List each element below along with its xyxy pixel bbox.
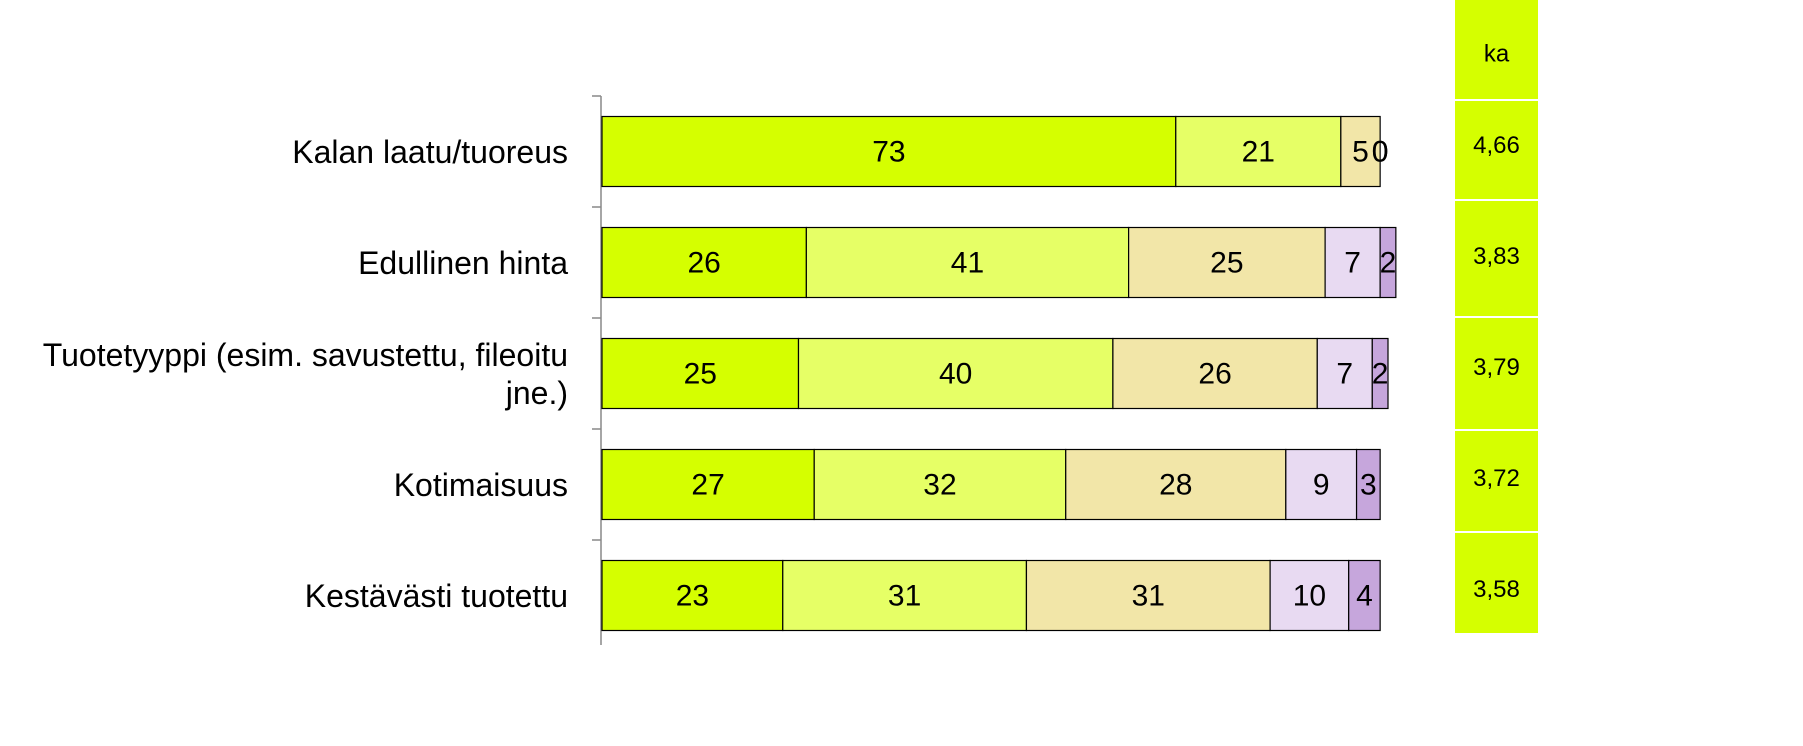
ka-value: 3,83 <box>1473 243 1520 270</box>
bar-segment <box>1285 448 1358 521</box>
data-label: 5 <box>1352 135 1369 168</box>
category-label: Tuotetyyppi (esim. savustettu, fileoitu … <box>42 336 568 411</box>
data-label: 26 <box>1198 357 1231 390</box>
data-label: 9 <box>1313 468 1330 501</box>
ka-value: 4,66 <box>1473 132 1520 159</box>
bar-segment <box>601 448 815 521</box>
category-label: Edullinen hinta <box>358 244 568 281</box>
category-label: Kotimaisuus <box>393 466 568 503</box>
data-label: 26 <box>687 246 720 279</box>
data-label: 7 <box>1336 357 1353 390</box>
data-label: 0 <box>1372 135 1389 168</box>
bar-segment <box>805 226 1130 299</box>
bar-segment <box>601 337 800 410</box>
bar-segment <box>1175 115 1342 188</box>
category-label: Kestävästi tuotettu <box>304 577 568 614</box>
bar-segment <box>813 448 1067 521</box>
data-label: 4 <box>1356 579 1373 612</box>
data-label: 40 <box>939 357 972 390</box>
bar-segment <box>782 559 1028 632</box>
bar-segment <box>1112 337 1318 410</box>
data-label: 25 <box>1210 246 1243 279</box>
data-label: 32 <box>923 468 956 501</box>
bar-segment <box>1340 115 1381 188</box>
bar-segment <box>1379 226 1397 299</box>
ka-value: 3,58 <box>1473 576 1520 603</box>
data-label: 27 <box>691 468 724 501</box>
bar-segment <box>1128 226 1326 299</box>
data-label: 2 <box>1372 357 1389 390</box>
data-label: 2 <box>1380 246 1397 279</box>
bar-segment <box>1324 226 1381 299</box>
ka-value: 3,79 <box>1473 354 1520 381</box>
data-label: 0 <box>1372 135 1389 168</box>
data-label: 21 <box>1242 135 1275 168</box>
bar-segment <box>797 337 1114 410</box>
data-label: 41 <box>951 246 984 279</box>
data-label: 31 <box>1132 579 1165 612</box>
data-label: 25 <box>684 357 717 390</box>
data-label: 10 <box>1293 579 1326 612</box>
bar-segment <box>1065 448 1287 521</box>
bar-segment <box>1371 337 1389 410</box>
bar-segment <box>1348 559 1381 632</box>
data-label: 3 <box>1360 468 1377 501</box>
bar-segment <box>1269 559 1350 632</box>
data-label: 73 <box>872 135 905 168</box>
data-label: 31 <box>888 579 921 612</box>
ka-header: ka <box>1484 40 1510 67</box>
bar-segment <box>1355 448 1381 521</box>
bar-segment <box>601 115 1177 188</box>
bar-segment <box>1316 337 1373 410</box>
data-label: 7 <box>1344 246 1361 279</box>
data-label: 28 <box>1159 468 1192 501</box>
data-label: 23 <box>676 579 709 612</box>
category-label: Kalan laatu/tuoreus <box>292 133 568 170</box>
ka-value: 3,72 <box>1473 465 1520 492</box>
